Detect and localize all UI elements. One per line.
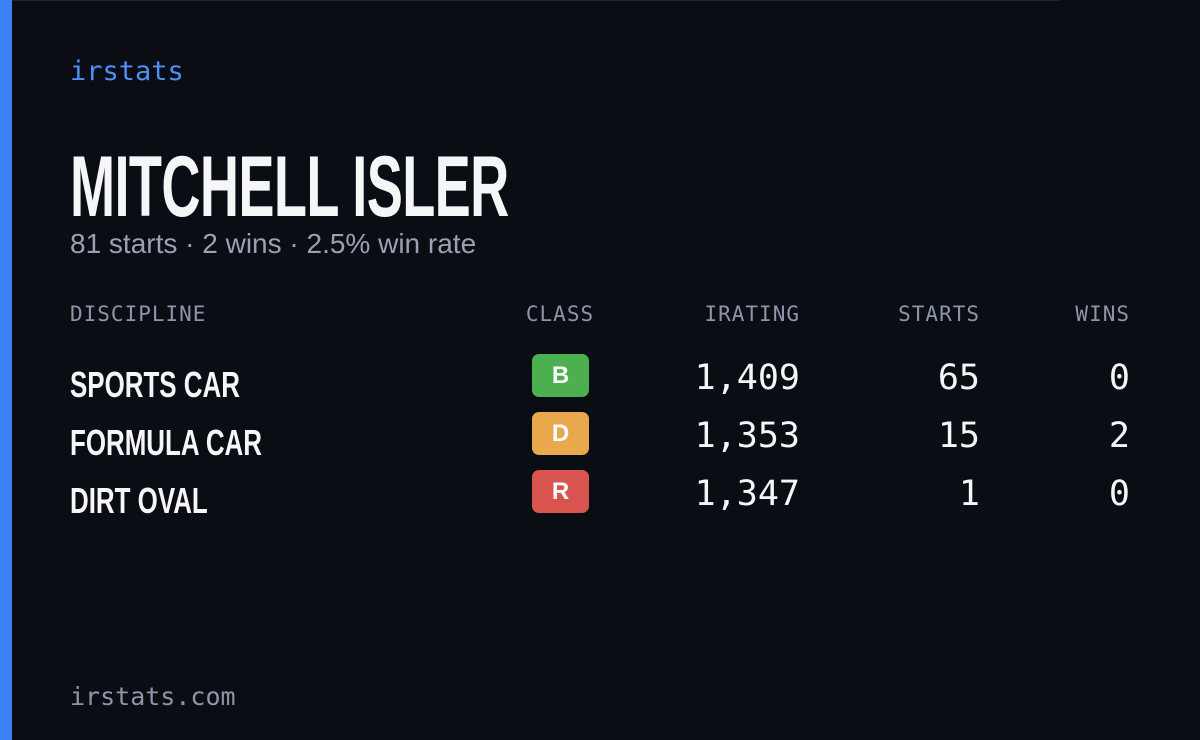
header-rule xyxy=(0,0,1060,1)
column-header: WINS xyxy=(1075,302,1130,326)
driver-summary: 81 starts · 2 wins · 2.5% win rate xyxy=(70,228,477,259)
discipline: SPORTS CAR xyxy=(70,364,240,405)
brand: irstats xyxy=(70,56,184,87)
starts: 1 xyxy=(958,474,980,514)
starts: 15 xyxy=(937,416,980,456)
discipline: FORMULA CAR xyxy=(70,422,262,463)
wins: 0 xyxy=(1108,358,1130,398)
column-header: CLASS xyxy=(525,302,595,326)
class-badge: D xyxy=(532,412,589,455)
column-header: STARTS xyxy=(898,302,980,326)
driver-name: MITCHELL ISLER xyxy=(70,139,509,235)
accent-bar xyxy=(0,0,12,740)
column-header: IRATING xyxy=(704,302,800,326)
wins: 2 xyxy=(1108,416,1130,456)
irating: 1,409 xyxy=(694,358,800,398)
wins: 0 xyxy=(1108,474,1130,514)
irating: 1,353 xyxy=(694,416,800,456)
starts: 65 xyxy=(937,358,980,398)
discipline: DIRT OVAL xyxy=(70,480,208,521)
footer: irstats.com xyxy=(70,682,236,711)
irating: 1,347 xyxy=(694,474,800,514)
class-badge: B xyxy=(532,354,589,397)
column-header: DISCIPLINE xyxy=(70,302,207,326)
class-badge: R xyxy=(532,470,589,513)
